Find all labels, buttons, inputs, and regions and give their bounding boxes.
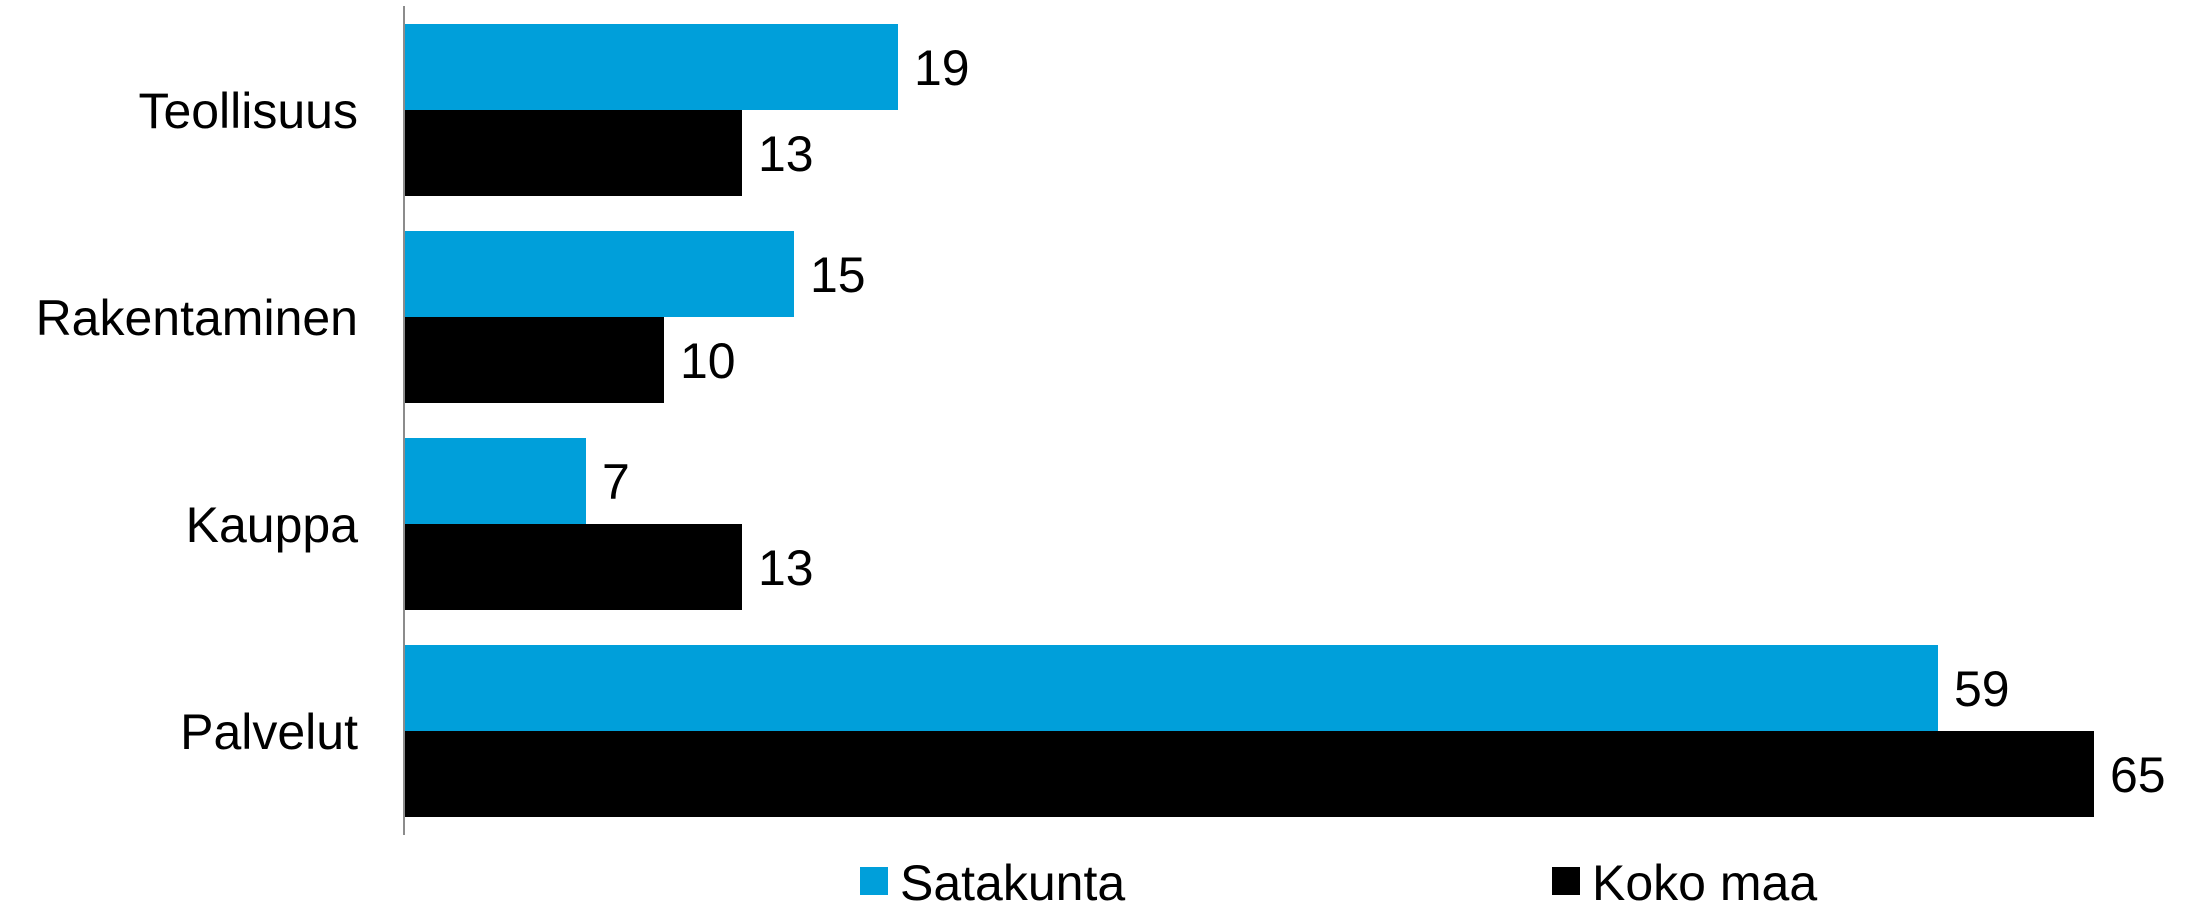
category-label-teollisuus: Teollisuus [138, 83, 358, 139]
data-label-koko-maa-rakentaminen: 10 [680, 333, 736, 389]
data-label-satakunta-teollisuus: 19 [914, 40, 970, 96]
bar-satakunta-kauppa [404, 438, 586, 524]
bar-koko-maa-rakentaminen [404, 317, 664, 403]
data-label-satakunta-palvelut: 59 [1954, 661, 2010, 717]
data-label-koko-maa-kauppa: 13 [758, 540, 814, 596]
bar-koko-maa-kauppa [404, 524, 742, 610]
data-label-satakunta-rakentaminen: 15 [810, 247, 866, 303]
data-label-koko-maa-teollisuus: 13 [758, 126, 814, 182]
bar-koko-maa-teollisuus [404, 110, 742, 196]
bar-koko-maa-palvelut [404, 731, 2094, 817]
legend-swatch-satakunta [860, 867, 888, 895]
category-label-kauppa: Kauppa [186, 497, 359, 553]
bar-satakunta-teollisuus [404, 24, 898, 110]
legend-label-koko-maa: Koko maa [1592, 855, 1817, 911]
bar-satakunta-rakentaminen [404, 231, 794, 317]
plot-area: Teollisuus 19 13 Rakentaminen 15 10 Kauppa 7 13 P… [36, 24, 2166, 817]
legend-label-satakunta: Satakunta [900, 855, 1125, 911]
data-label-koko-maa-palvelut: 65 [2110, 747, 2166, 803]
category-label-palvelut: Palvelut [180, 704, 358, 760]
bar-satakunta-palvelut [404, 645, 1938, 731]
legend: Satakunta Koko maa [860, 855, 1817, 911]
data-label-satakunta-kauppa: 7 [602, 454, 630, 510]
category-label-rakentaminen: Rakentaminen [36, 290, 358, 346]
legend-swatch-koko-maa [1552, 867, 1580, 895]
